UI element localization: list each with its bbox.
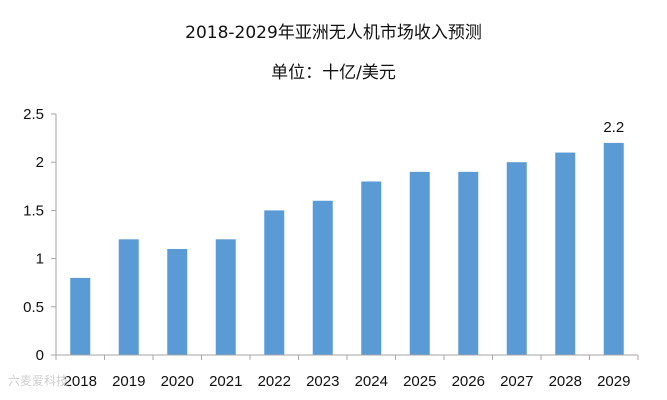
bar bbox=[167, 248, 188, 355]
x-tick-label: 2026 bbox=[452, 373, 485, 390]
x-tick-label: 2022 bbox=[258, 373, 291, 390]
y-tick-label: 0.5 bbox=[23, 299, 44, 316]
x-axis: 2018 2019 2020 2021 2022 2023 2024 2025 2026 2027… bbox=[55, 354, 639, 390]
watermark: 六麦爱科技 bbox=[8, 374, 69, 388]
chart-subtitle: 单位：十亿/美元 bbox=[271, 63, 396, 83]
bar bbox=[555, 152, 576, 355]
bar bbox=[118, 239, 139, 355]
chart-title: 2018-2029年亚洲无人机市场收入预测 bbox=[185, 23, 482, 43]
x-tick-label: 2018 bbox=[64, 373, 97, 390]
bar bbox=[458, 171, 479, 355]
x-tick-label: 2028 bbox=[549, 373, 582, 390]
bar bbox=[603, 142, 624, 355]
data-labels: 2.2 bbox=[603, 119, 624, 136]
y-tick-label: 1 bbox=[36, 251, 44, 268]
bar bbox=[409, 171, 430, 355]
x-tick-label: 2027 bbox=[500, 373, 533, 390]
x-tick-label: 2025 bbox=[403, 373, 436, 390]
y-axis: 0 0.5 1 1.5 2 2.5 bbox=[23, 106, 57, 364]
y-tick-label: 2.5 bbox=[23, 106, 44, 123]
bar bbox=[361, 181, 382, 355]
x-tick-label: 2021 bbox=[209, 373, 242, 390]
y-tick-label: 2 bbox=[36, 154, 44, 171]
bar bbox=[312, 200, 333, 355]
bar bbox=[264, 210, 285, 355]
y-tick-label: 0 bbox=[36, 347, 44, 364]
x-tick-label: 2023 bbox=[306, 373, 339, 390]
x-tick-label: 2020 bbox=[161, 373, 194, 390]
x-tick-label: 2029 bbox=[597, 373, 630, 390]
bar bbox=[70, 277, 91, 355]
bar bbox=[506, 162, 527, 355]
bars bbox=[70, 142, 624, 355]
bar bbox=[215, 239, 236, 355]
x-tick-label: 2019 bbox=[112, 373, 145, 390]
y-tick-label: 1.5 bbox=[23, 202, 44, 219]
data-label: 2.2 bbox=[603, 119, 624, 136]
x-tick-label: 2024 bbox=[355, 373, 388, 390]
